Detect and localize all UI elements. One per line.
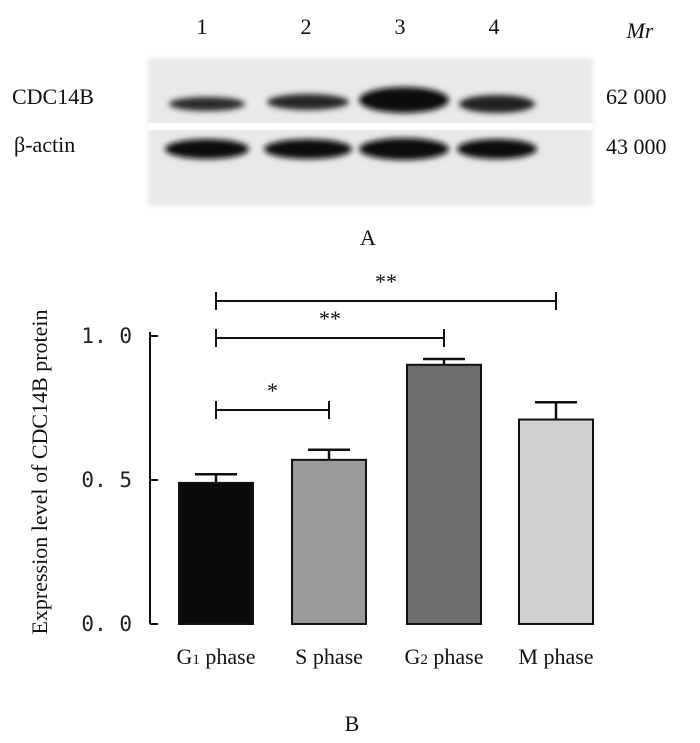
cdc14b-band-lane3 [359, 87, 449, 113]
bars [178, 363, 594, 625]
x-label-3: G2 phase [405, 644, 484, 669]
bar-1 [178, 481, 254, 625]
lane-label-2: 2 [301, 14, 312, 39]
panel-label-b: B [345, 711, 360, 736]
cdc14b-band-lane4 [459, 95, 535, 113]
actin-band-lane2 [264, 139, 352, 159]
y-tick-label-0: 0. 0 [81, 612, 132, 636]
bar-3 [406, 363, 482, 625]
sig-label-1: ** [375, 269, 397, 294]
x-label-1: G1 phase [177, 644, 256, 669]
lane-label-3: 3 [395, 14, 406, 39]
actin-band-lane1 [165, 139, 249, 159]
sig-label-3: * [267, 378, 278, 403]
y-axis-ticks: 0. 0 0. 5 1. 0 [81, 324, 158, 636]
lane-label-1: 1 [197, 14, 208, 39]
actin-band-lane4 [457, 139, 537, 159]
lane-label-4: 4 [489, 14, 500, 39]
cdc14b-bands [169, 87, 535, 113]
x-label-4: M phase [518, 644, 593, 669]
x-axis-labels: G1 phase S phase G2 phase M phase [177, 644, 594, 669]
cdc14b-band-lane1 [169, 97, 245, 111]
y-tick-label-2: 1. 0 [81, 324, 132, 348]
row-label-beta-actin: β-actin [14, 132, 75, 157]
actin-band-lane3 [359, 138, 449, 160]
cdc14b-band-lane2 [267, 94, 349, 110]
mr-value-cdc14b: 62 000 [606, 84, 667, 109]
bar-chart-panel: Expression level of CDC14B protein 0. 00… [27, 269, 594, 736]
blot-background [148, 58, 593, 206]
bar-2 [291, 458, 367, 625]
error-bars [195, 357, 577, 483]
y-tick-label-1: 0. 5 [81, 468, 132, 492]
bar-4 [518, 418, 594, 625]
y-axis-label: Expression level of CDC14B protein [27, 309, 52, 634]
mr-value-beta-actin: 43 000 [606, 134, 667, 159]
panel-label-a: A [360, 225, 376, 250]
western-blot-panel: 1 2 3 4 Mr CDC14B β-actin 62 000 43 000 … [12, 14, 667, 250]
mr-header: Mr [626, 18, 654, 43]
x-label-2: S phase [295, 644, 363, 669]
sig-label-2: ** [319, 306, 341, 331]
beta-actin-bands [165, 138, 537, 160]
blot-separator [148, 123, 593, 130]
significance-brackets: ***** [215, 269, 557, 419]
row-label-cdc14b: CDC14B [12, 84, 94, 109]
